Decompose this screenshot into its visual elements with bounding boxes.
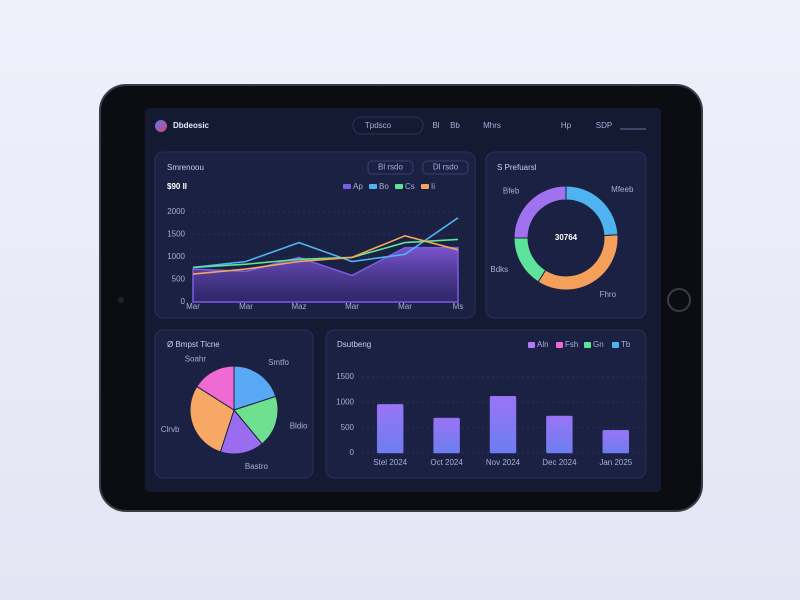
legend-label: Gn: [593, 340, 604, 349]
x-tick-label: Maz: [291, 302, 306, 311]
home-button[interactable]: [667, 288, 691, 312]
legend-label: Aln: [537, 340, 549, 349]
slice-label: Bfeb: [503, 186, 520, 195]
legend-swatch: [421, 184, 429, 189]
logo: [155, 120, 167, 132]
camera: [118, 297, 124, 303]
nav-item[interactable]: Tpdsco: [365, 121, 392, 130]
y-tick-label: 1000: [167, 252, 185, 261]
legend-swatch: [612, 342, 619, 348]
bar: [602, 429, 630, 454]
pie-slice: [189, 385, 235, 453]
nav-item[interactable]: Bb: [450, 121, 460, 130]
legend-label: Fsh: [565, 340, 578, 349]
donut-center: 30764: [555, 233, 578, 242]
slice-label: Bastro: [245, 462, 269, 471]
bar: [433, 417, 460, 454]
x-tick-label: Ms: [453, 302, 464, 311]
x-tick-label: Mar: [186, 302, 200, 311]
y-tick-label: 500: [341, 423, 355, 432]
nav-item[interactable]: Hp: [561, 121, 572, 130]
x-tick-label: Jan 2025: [599, 458, 632, 467]
panel-title: Ø Bmpst Tlcne: [167, 340, 220, 349]
panel: [485, 151, 647, 319]
kpi-value: $90 II: [167, 182, 187, 191]
panel: [325, 329, 647, 479]
legend-label: Cs: [405, 182, 415, 191]
y-tick-label: 500: [172, 275, 186, 284]
slice-label: Mfeeb: [611, 185, 634, 194]
y-tick-label: 1000: [336, 397, 354, 406]
slice-label: Fhro: [600, 290, 617, 299]
nav-item[interactable]: Bl: [432, 121, 439, 130]
button-label: Dl rsdo: [433, 163, 459, 172]
x-tick-label: Oct 2024: [430, 458, 463, 467]
y-tick-label: 1500: [336, 372, 354, 381]
app-name: Dbdeosic: [173, 121, 210, 130]
bar: [376, 404, 404, 454]
pie-slice: [196, 365, 235, 411]
panel-title: S Prefuarsl: [497, 163, 537, 172]
y-tick-label: 0: [181, 297, 186, 306]
legend-label: Ap: [353, 182, 363, 191]
panel-title: Smrenoou: [167, 163, 204, 172]
line: [192, 234, 459, 275]
x-tick-label: Dec 2024: [542, 458, 577, 467]
panel-title: Dsutbeng: [337, 340, 371, 349]
slice-label: Bdks: [490, 265, 508, 274]
button-label: Bl rsdo: [378, 163, 403, 172]
x-tick-label: Mar: [345, 302, 359, 311]
legend-swatch: [343, 184, 351, 189]
line: [192, 217, 459, 269]
slice-label: Soahr: [185, 354, 207, 363]
nav-item[interactable]: Mhrs: [483, 121, 501, 130]
slice-label: Bldio: [290, 421, 308, 430]
slice-label: Smtfo: [268, 358, 289, 367]
y-tick-label: 0: [350, 448, 355, 457]
filter-button[interactable]: [422, 160, 469, 175]
slice-label: Clrvb: [161, 425, 180, 434]
legend-swatch: [528, 342, 535, 348]
legend-swatch: [395, 184, 403, 189]
x-tick-label: Mar: [239, 302, 253, 311]
filter-button[interactable]: [367, 160, 414, 175]
x-tick-label: Stel 2024: [373, 458, 407, 467]
bar: [546, 415, 573, 454]
search-box[interactable]: [352, 116, 424, 135]
legend-swatch: [556, 342, 563, 348]
x-tick-label: Mar: [398, 302, 412, 311]
y-tick-label: 1500: [167, 230, 185, 239]
legend-label: Ii: [431, 182, 435, 191]
bar: [489, 396, 517, 454]
legend-swatch: [584, 342, 591, 348]
line: [192, 238, 459, 269]
nav-item[interactable]: SDP: [596, 121, 612, 130]
legend-swatch: [369, 184, 377, 189]
legend-label: Bo: [379, 182, 389, 191]
legend-label: Tb: [621, 340, 631, 349]
x-tick-label: Nov 2024: [486, 458, 521, 467]
y-tick-label: 2000: [167, 207, 185, 216]
donut-segment: [513, 185, 567, 239]
